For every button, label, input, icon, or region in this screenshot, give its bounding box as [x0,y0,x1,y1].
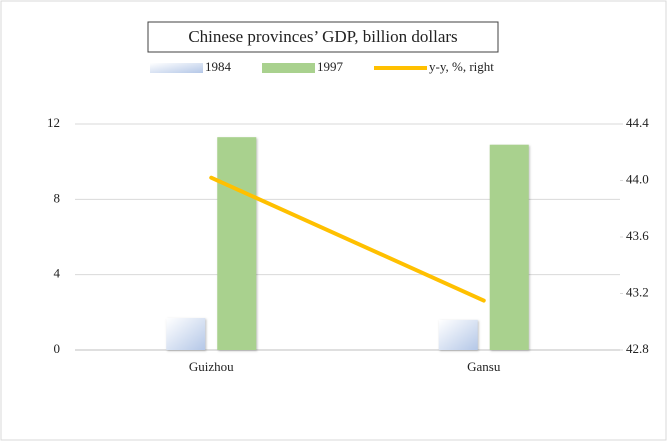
y-tick-label: 0 [54,341,61,356]
bar [438,319,478,350]
bar [166,317,206,350]
y2-tick-label: 44.4 [626,115,649,130]
y2-tick-label: 43.2 [626,284,649,299]
legend-label: y-y, %, right [429,59,494,74]
y2-tick-label: 43.6 [626,228,649,243]
y-tick-label: 4 [54,266,61,281]
line [209,175,486,303]
bar [217,137,257,350]
title-box [147,21,499,53]
y2-tick-label: 42.8 [626,341,649,356]
x-tick-label: Guizhou [189,359,234,374]
y-tick-label: 12 [47,115,60,130]
y-tick-label: 8 [54,190,61,205]
legend-swatch [150,63,203,73]
chart-title: Chinese provinces’ GDP, billion dollars [188,27,457,46]
legend-label: 1984 [205,59,232,74]
legend-swatch [262,63,315,73]
bar [489,144,529,350]
y2-tick-label: 44.0 [626,171,649,186]
legend-label: 1997 [317,59,344,74]
x-tick-label: Gansu [467,359,501,374]
